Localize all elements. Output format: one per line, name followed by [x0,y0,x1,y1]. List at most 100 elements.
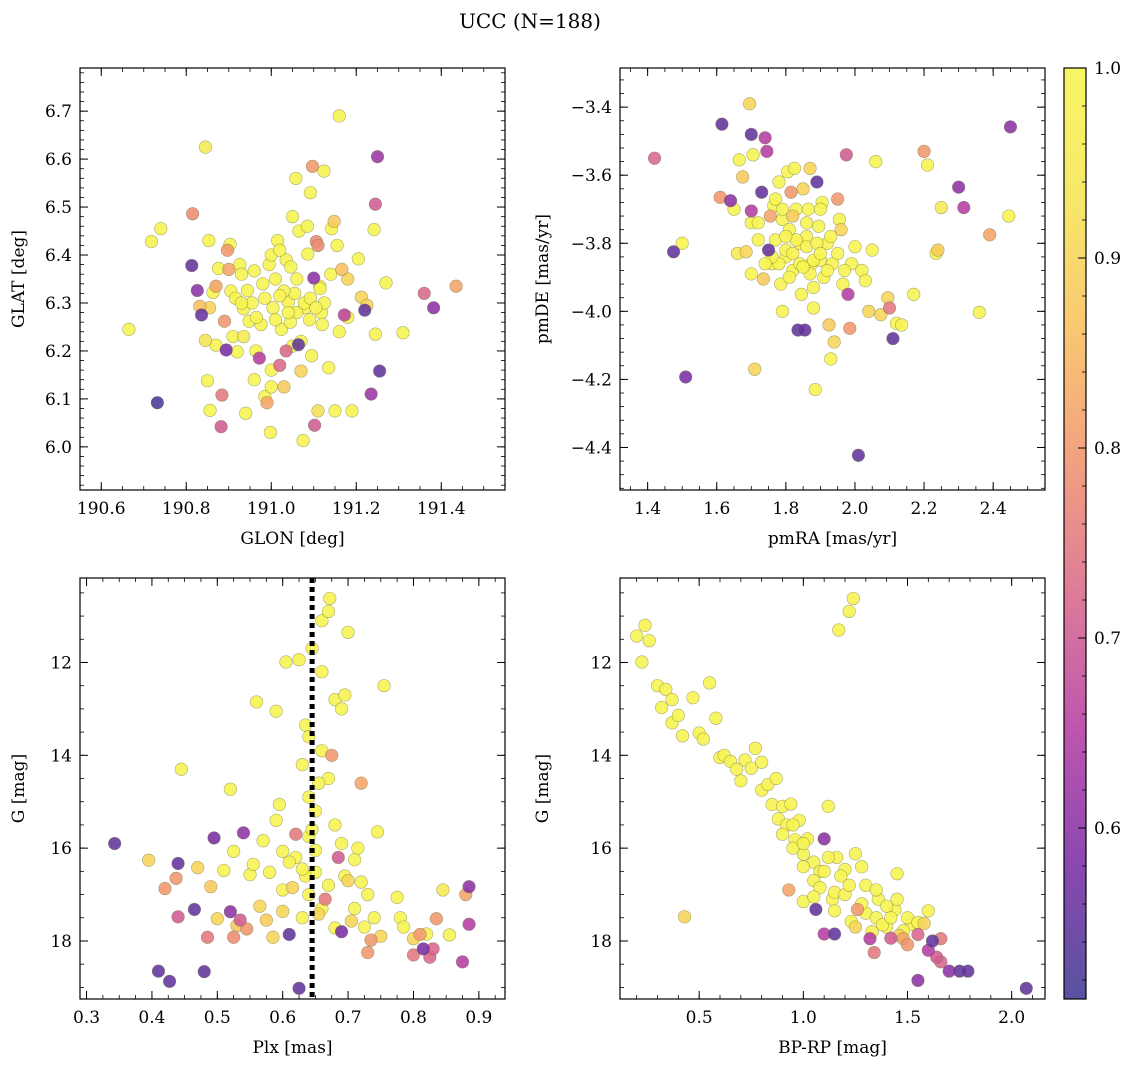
scatter-point [370,825,385,839]
scatter-point [154,222,168,236]
x-tick-label: 0.5 [204,1008,231,1028]
x-tick-label: 2.4 [980,499,1007,519]
colorbar-tick-label: 1.0 [1094,59,1121,79]
scatter-point [295,757,309,772]
scatter-point [834,223,848,237]
scatter-point [436,883,450,897]
scatter-point [817,832,831,846]
scatter-point [234,267,249,281]
scatter-point [827,904,842,918]
scatter-point [249,310,263,324]
scatter-point [354,875,368,889]
scatter-point [822,318,836,332]
scatter-panel-3: 0.3 0.4 0.5 0.6 0.7 0.8 0.9 12 14 16 18 Plx [mas] G … [9,577,506,1058]
scatter-point [317,164,331,178]
scatter-point [772,175,786,189]
scatter-point [332,325,346,339]
x-tick-label: 0.5 [686,1008,713,1028]
x-tick-label: 191.0 [247,499,296,519]
scatter-point [364,933,378,947]
scatter-point [755,185,769,199]
scatter-point [842,604,856,619]
scatter-point [671,708,685,722]
scatter-point [328,818,342,832]
colorbar-tick-label: 0.6 [1094,819,1121,839]
point-layer [647,97,1018,462]
scatter-point [961,964,975,978]
scatter-point [851,448,866,462]
scatter-point [911,927,925,942]
x-axis-label: GLON [deg] [240,529,344,549]
scatter-point [758,131,772,145]
scatter-point [679,370,693,384]
scatter-point [786,818,800,832]
scatter-point [855,860,869,874]
scatter-point [268,272,283,286]
x-tick-label: 190.8 [162,499,211,519]
scatter-point [341,625,355,639]
scatter-point [277,380,291,394]
scatter-point [775,827,790,841]
scatter-point [1019,981,1033,995]
scatter-point [313,281,327,296]
scatter-point [827,927,842,941]
scatter-point [756,272,770,286]
scatter-point [256,277,270,291]
scatter-point [803,161,817,175]
scatter-point [787,161,802,175]
y-axis-label: G [mag] [533,754,553,823]
scatter-point [895,318,909,332]
scatter-point [289,171,303,185]
scatter-point [315,665,329,679]
y-tick-label: 12 [590,653,612,673]
scatter-point [272,797,287,812]
scatter-point [227,930,241,944]
y-tick-label: 14 [590,746,612,766]
scatter-point [321,878,336,892]
x-tick-label: 0.4 [138,1008,165,1028]
scatter-point [755,755,769,769]
scatter-point [311,404,325,418]
scatter-point [240,283,255,298]
scatter-point [837,263,852,278]
scatter-point [809,902,823,917]
scatter-point [813,880,827,895]
scatter-point [746,148,760,162]
scatter-point [983,228,997,242]
scatter-point [665,693,679,707]
x-tick-label: 1.6 [703,499,730,519]
scatter-point [846,591,860,606]
axes-frame [619,67,1046,491]
scatter-point [406,948,421,962]
scatter-point [318,892,332,906]
scatter-point [715,117,729,131]
scatter-point [273,358,287,372]
x-axis-label: BP-RP [mag] [778,1038,887,1058]
scatter-point [794,287,809,301]
scatter-point [462,880,476,894]
scatter-point [207,831,221,845]
scatter-point [972,305,986,319]
x-tick-label: 191.4 [417,499,466,519]
scatter-point [796,836,810,851]
y-tick-label: 16 [50,839,72,859]
x-tick-label: 1.0 [790,1008,817,1028]
scatter-point [217,314,232,328]
x-axis-label: pmRA [mas/yr] [768,529,897,549]
scatter-point [302,790,316,804]
scatter-point [260,396,274,410]
scatter-point [869,883,883,897]
scatter-point [886,331,900,346]
scatter-point [655,700,669,715]
scatter-point [330,238,344,253]
scatter-point [274,322,289,336]
scatter-point [758,257,772,271]
scatter-point [282,855,296,869]
scatter-point [812,219,826,233]
colorbar-tick-label: 0.7 [1094,629,1121,649]
scatter-point [442,928,457,942]
y-tick-label: 14 [50,746,72,766]
scatter-point [396,326,410,340]
scatter-point [775,304,789,318]
scatter-point [351,252,365,266]
